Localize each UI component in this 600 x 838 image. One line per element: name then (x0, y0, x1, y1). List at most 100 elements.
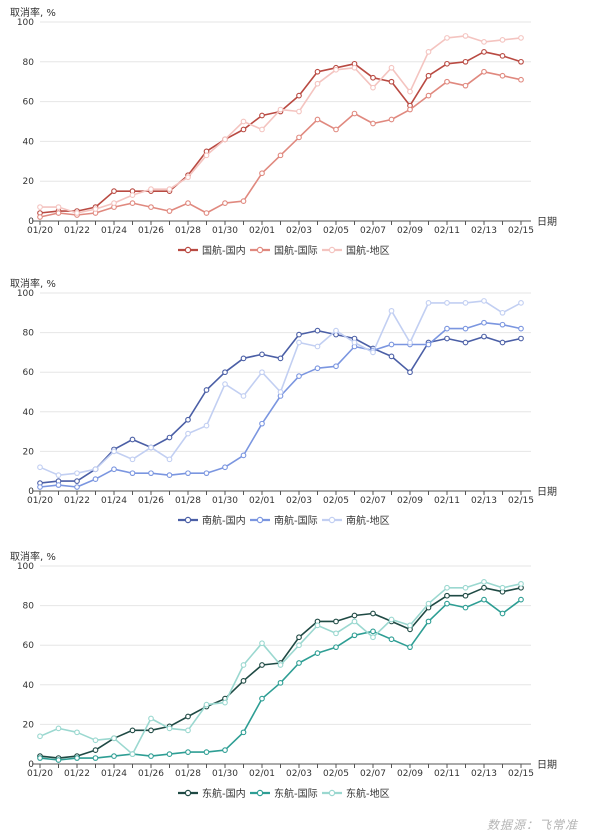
data-point (462, 584, 469, 591)
y-tick-label: 0 (28, 760, 34, 770)
data-point (370, 610, 376, 617)
y-tick-label: 40 (23, 408, 35, 418)
data-point (518, 580, 524, 587)
x-tick-label: 02/09 (397, 496, 423, 506)
data-point (351, 64, 358, 71)
legend-entry: 南航-国内 (202, 514, 246, 527)
data-point (314, 80, 321, 87)
y-tick-label: 100 (17, 289, 34, 299)
data-point (203, 749, 210, 755)
data-point (240, 729, 247, 736)
x-tick-label: 02/05 (323, 226, 349, 236)
x-tick-label: 01/20 (27, 226, 53, 236)
data-point (444, 35, 450, 41)
data-point (481, 48, 487, 55)
legend-entry: 国航-国际 (274, 244, 318, 257)
data-point (111, 200, 117, 206)
x-tick-label: 02/05 (323, 769, 349, 779)
data-point (370, 120, 376, 127)
data-point (240, 198, 247, 204)
data-point (481, 319, 487, 326)
data-point (333, 327, 339, 334)
x-tick-label: 02/13 (471, 226, 497, 236)
data-point (203, 422, 210, 429)
x-tick-label: 02/13 (471, 769, 497, 779)
data-point (296, 660, 302, 666)
x-axis-label: 日期 (537, 216, 557, 228)
data-point (444, 78, 450, 85)
y-tick-label: 60 (23, 98, 35, 108)
data-point (499, 610, 506, 617)
data-point (314, 365, 321, 372)
data-point (277, 152, 284, 159)
data-point (55, 210, 62, 216)
y-tick-label: 20 (23, 177, 35, 187)
data-point (518, 300, 524, 306)
data-point (407, 644, 413, 651)
data-point (444, 335, 450, 342)
data-point (388, 307, 395, 314)
data-point (314, 343, 321, 350)
data-point (388, 353, 395, 360)
series-line-1 (39, 329, 522, 484)
data-point (481, 298, 487, 304)
data-point (407, 106, 413, 113)
data-point (462, 33, 469, 39)
data-point (129, 727, 136, 734)
data-point (222, 136, 228, 143)
y-tick-label: 40 (23, 137, 35, 147)
data-point (166, 456, 173, 463)
data-point (111, 466, 117, 473)
legend-entry: 东航-国际 (274, 787, 318, 800)
data-point (462, 325, 469, 332)
data-point (407, 622, 413, 629)
data-point (518, 596, 524, 603)
x-tick-label: 02/15 (508, 496, 534, 506)
data-point (185, 430, 191, 437)
x-tick-label: 02/15 (508, 769, 534, 779)
data-point (333, 630, 339, 637)
data-point (129, 470, 136, 477)
data-point (129, 436, 136, 443)
y-tick-label: 0 (28, 487, 34, 497)
series-line-2 (39, 321, 522, 488)
x-tick-label: 01/22 (64, 226, 90, 236)
data-point (55, 472, 62, 479)
data-point (481, 596, 487, 603)
data-point (518, 335, 524, 342)
data-point (74, 478, 80, 484)
x-tick-label: 02/03 (286, 496, 312, 506)
data-point (388, 341, 395, 348)
data-point (55, 757, 62, 763)
data-point (351, 339, 358, 346)
y-tick-label: 60 (23, 641, 35, 651)
x-tick-label: 01/22 (64, 769, 90, 779)
data-point (407, 369, 413, 376)
data-point (425, 618, 432, 625)
x-tick-label: 01/28 (175, 496, 201, 506)
x-tick-label: 02/03 (286, 769, 312, 779)
source-note: 数据源：飞常准 (486, 818, 578, 832)
data-point (259, 695, 265, 702)
data-point (203, 152, 210, 159)
y-tick-label: 40 (23, 681, 35, 691)
data-point (92, 466, 99, 473)
data-point (333, 66, 339, 73)
data-point (499, 309, 506, 316)
data-point (148, 470, 154, 477)
legend-entry: 南航-地区 (346, 514, 390, 527)
data-point (148, 444, 154, 451)
x-tick-label: 02/15 (508, 226, 534, 236)
data-point (222, 381, 228, 387)
data-point (240, 662, 247, 668)
legend-swatch-marker (256, 789, 264, 797)
data-point (259, 126, 265, 133)
data-point (425, 600, 432, 607)
x-tick-label: 01/30 (212, 769, 238, 779)
data-point (499, 52, 506, 59)
data-point (314, 622, 321, 629)
data-point (148, 727, 154, 734)
data-point (166, 725, 173, 732)
data-point (240, 126, 247, 133)
data-point (92, 737, 99, 744)
